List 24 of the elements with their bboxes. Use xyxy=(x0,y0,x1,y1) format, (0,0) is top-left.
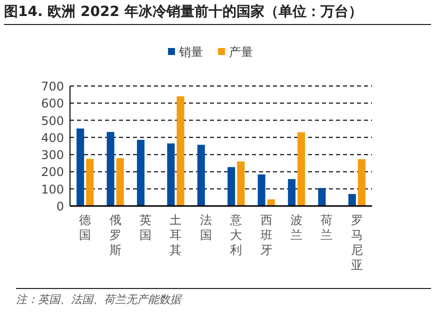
xtick: 荷兰 xyxy=(320,213,333,242)
ytick: 700 xyxy=(41,80,64,94)
text: 注：英国、法国、荷兰无产能数据 xyxy=(16,288,431,307)
xtick: 土耳其 xyxy=(170,213,182,257)
xtick: 英国 xyxy=(140,213,152,242)
xtick: 西班牙 xyxy=(260,213,272,257)
ytick: 300 xyxy=(41,148,64,162)
legend-item: 产量 xyxy=(218,45,253,59)
chart-title: 图14. 欧洲 2022 年冰冷销量前十的国家（单位：万台） xyxy=(4,3,431,25)
ytick: 200 xyxy=(41,165,64,180)
legend-label: 产量 xyxy=(229,45,253,59)
ytick: 500 xyxy=(41,114,64,128)
legend-item: 销量 xyxy=(168,45,203,59)
ytick: 100 xyxy=(41,182,64,196)
xtick: 俄罗斯 xyxy=(109,213,122,257)
xtick: 法国 xyxy=(200,213,212,242)
xtick: 意大利 xyxy=(230,213,242,257)
xtick: 德国 xyxy=(79,213,92,242)
ytick: 600 xyxy=(41,96,64,111)
ytick: 400 xyxy=(41,130,64,145)
xtick: 波兰 xyxy=(290,213,302,242)
ytick: 0 xyxy=(56,200,64,214)
legend-label: 销量 xyxy=(178,45,203,59)
xtick: 罗马尼亚 xyxy=(350,213,363,272)
